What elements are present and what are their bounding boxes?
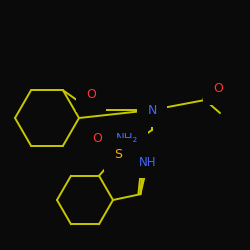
Text: O: O [213,82,223,94]
Text: O: O [86,88,96,102]
Text: O: O [92,132,102,144]
Text: N: N [147,104,157,117]
Text: NH₂: NH₂ [116,132,138,144]
Text: NH: NH [139,156,157,168]
Text: S: S [114,148,122,162]
